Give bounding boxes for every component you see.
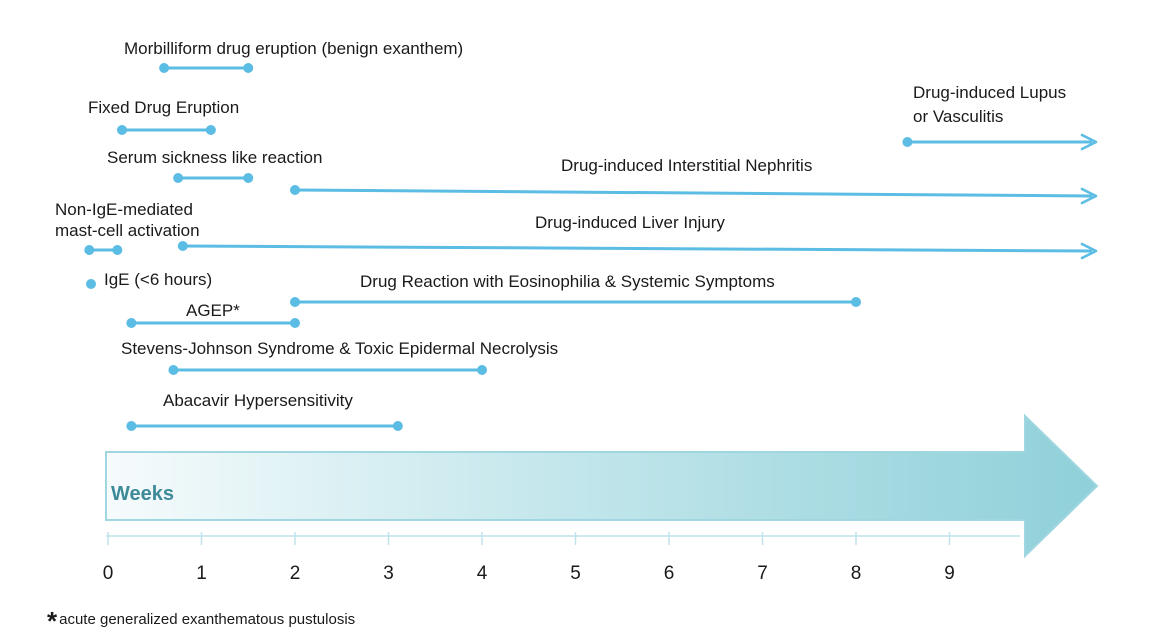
bar-label: Stevens-Johnson Syndrome & Toxic Epiderm… (121, 339, 558, 358)
bar-arrowhead (1080, 242, 1098, 260)
tick-label: 0 (103, 563, 114, 584)
tick-label: 8 (851, 563, 862, 584)
axis-ticks: 0 1 2 3 4 5 6 7 8 9 (103, 532, 955, 584)
bar-agep: AGEP* (126, 301, 300, 328)
bar-label: or Vasculitis (913, 107, 1003, 126)
bar-end-dot (851, 297, 861, 307)
footnote-marker: * (47, 606, 58, 636)
bar-start-dot (126, 318, 137, 328)
bar-line (182, 244, 1093, 253)
bar-abacavir: Abacavir Hypersensitivity (126, 391, 403, 431)
bar-dress: Drug Reaction with Eosinophilia & System… (290, 272, 861, 307)
bar-label: AGEP* (186, 301, 240, 320)
bar-end-dot (112, 245, 123, 255)
bar-label: Fixed Drug Eruption (88, 98, 239, 117)
bar-morbilliform: Morbilliform drug eruption (benign exant… (124, 39, 463, 73)
weeks-arrow (105, 413, 1099, 559)
bar-start-dot (117, 125, 128, 135)
bar-end-dot (243, 173, 254, 183)
bar-label: Drug-induced Liver Injury (535, 213, 725, 232)
bar-sjs: Stevens-Johnson Syndrome & Toxic Epiderm… (121, 339, 558, 375)
bar-end-dot (392, 421, 403, 431)
tick-label: 9 (944, 563, 955, 584)
bar-label: Non-IgE-mediated (55, 200, 193, 219)
bar-serum: Serum sickness like reaction (107, 148, 322, 183)
bar-label: Morbilliform drug eruption (benign exant… (124, 39, 463, 58)
bar-end-dot (477, 365, 487, 375)
reaction-bars: Morbilliform drug eruption (benign exant… (55, 39, 1098, 431)
tick-label: 7 (757, 563, 768, 584)
bar-end-dot (205, 125, 216, 135)
bar-label: Serum sickness like reaction (107, 148, 322, 167)
bar-start-dot (168, 365, 179, 375)
bar-line (294, 188, 1093, 198)
bar-start-dot (86, 279, 96, 289)
bar-label: IgE (<6 hours) (104, 270, 212, 289)
bar-start-dot (159, 63, 170, 73)
footnote-text: acute generalized exanthematous pustulos… (59, 611, 356, 628)
bar-label: mast-cell activation (55, 221, 200, 240)
bar-label: Drug Reaction with Eosinophilia & System… (360, 272, 775, 291)
bar-start-dot (290, 185, 300, 195)
bar-start-dot (902, 137, 913, 147)
bar-ige: IgE (<6 hours) (86, 270, 212, 289)
bar-non-ige: Non-IgE-mediated mast-cell activation (55, 200, 200, 255)
tick-label: 4 (477, 563, 488, 584)
bar-arrowhead (1080, 133, 1098, 151)
bar-start-dot (84, 245, 95, 255)
bar-label: Drug-induced Interstitial Nephritis (561, 156, 812, 175)
bar-fixed: Fixed Drug Eruption (88, 98, 239, 135)
bar-label: Abacavir Hypersensitivity (163, 391, 353, 410)
bar-start-dot (126, 421, 137, 431)
footnote: * acute generalized exanthematous pustulo… (47, 606, 355, 637)
tick-label: 2 (290, 563, 301, 584)
bar-end-dot (290, 318, 300, 328)
bar-arrowhead (1080, 187, 1098, 205)
axis-title: Weeks (111, 483, 174, 505)
tick-label: 1 (196, 563, 207, 584)
bar-lupus: Drug-induced Lupus or Vasculitis (902, 83, 1098, 151)
bar-start-dot (173, 173, 184, 183)
bar-start-dot (177, 241, 188, 251)
tick-label: 6 (664, 563, 675, 584)
bar-end-dot (243, 63, 254, 73)
bar-liver: Drug-induced Liver Injury (177, 213, 1098, 260)
bar-label: Drug-induced Lupus (913, 83, 1066, 102)
bar-start-dot (290, 297, 300, 307)
bar-interstitial: Drug-induced Interstitial Nephritis (290, 156, 1098, 205)
tick-label: 3 (383, 563, 394, 584)
tick-label: 5 (570, 563, 581, 584)
